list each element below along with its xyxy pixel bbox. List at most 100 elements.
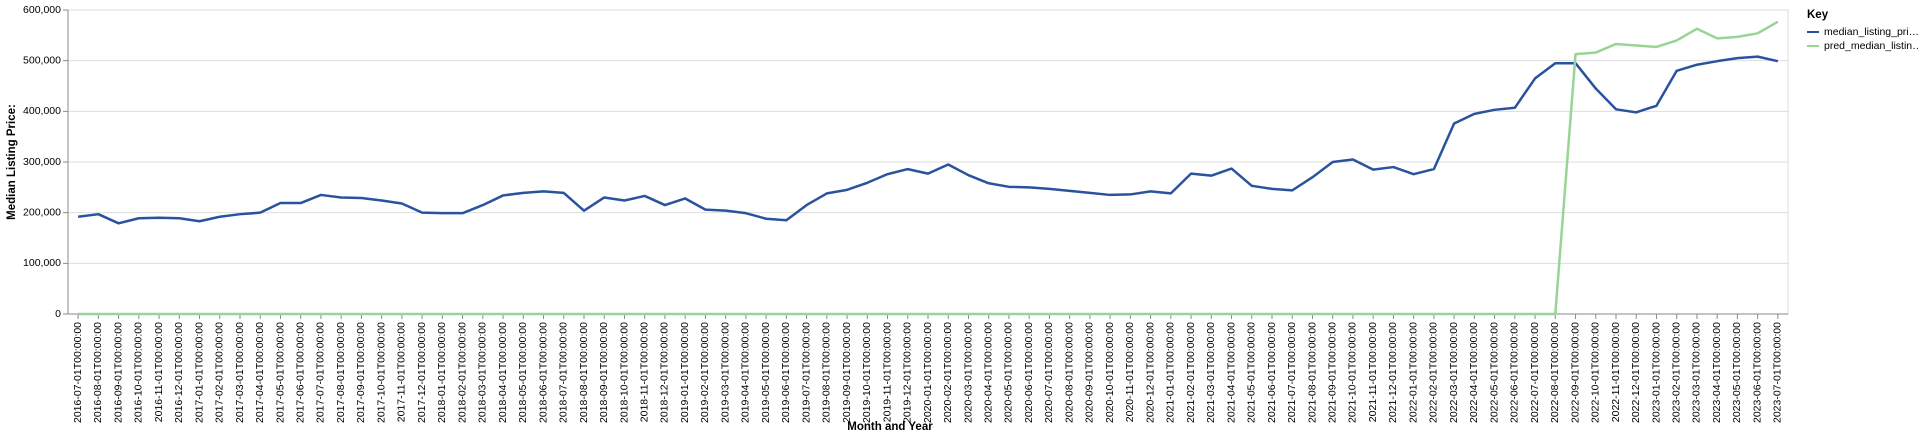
x-tick-label: 2019-04-01T00:00:00 xyxy=(740,322,752,423)
x-tick-label: 2020-04-01T00:00:00 xyxy=(982,322,994,423)
x-tick-label: 2022-01-01T00:00:00 xyxy=(1407,322,1419,423)
x-tick-label: 2017-09-01T00:00:00 xyxy=(355,322,367,423)
x-tick-label: 2021-07-01T00:00:00 xyxy=(1286,322,1298,423)
x-tick-label: 2016-07-01T00:00:00 xyxy=(72,322,84,423)
y-tick-label: 400,000 xyxy=(23,105,61,117)
x-tick-label: 2021-08-01T00:00:00 xyxy=(1306,322,1318,423)
x-tick-label: 2019-11-01T00:00:00 xyxy=(881,322,893,422)
x-tick-label: 2021-11-01T00:00:00 xyxy=(1367,322,1379,422)
x-tick-label: 2023-01-01T00:00:00 xyxy=(1650,322,1662,423)
x-tick-label: 2018-10-01T00:00:00 xyxy=(618,322,630,423)
x-tick-label: 2021-09-01T00:00:00 xyxy=(1326,322,1338,423)
x-tick-label: 2022-03-01T00:00:00 xyxy=(1448,322,1460,423)
x-tick-label: 2021-12-01T00:00:00 xyxy=(1387,322,1399,423)
x-tick-label: 2022-04-01T00:00:00 xyxy=(1468,322,1480,423)
x-tick-label: 2020-01-01T00:00:00 xyxy=(922,322,934,423)
x-tick-label: 2019-02-01T00:00:00 xyxy=(699,322,711,423)
x-tick-label: 2017-05-01T00:00:00 xyxy=(274,322,286,423)
x-tick-label: 2022-07-01T00:00:00 xyxy=(1529,322,1541,423)
series-line xyxy=(78,20,1779,316)
x-tick-label: 2018-08-01T00:00:00 xyxy=(578,322,590,423)
x-tick-label: 2018-06-01T00:00:00 xyxy=(537,322,549,423)
y-tick-label: 200,000 xyxy=(23,206,61,218)
x-tick-label: 2021-02-01T00:00:00 xyxy=(1185,322,1197,423)
x-tick-label: 2017-11-01T00:00:00 xyxy=(396,322,408,422)
x-tick-label: 2017-10-01T00:00:00 xyxy=(375,322,387,423)
x-tick-label: 2016-09-01T00:00:00 xyxy=(112,322,124,423)
x-tick-label: 2016-10-01T00:00:00 xyxy=(133,322,145,423)
x-tick-label: 2019-10-01T00:00:00 xyxy=(861,322,873,423)
series-line xyxy=(77,55,1779,225)
y-tick-label: 600,000 xyxy=(23,4,61,16)
x-tick-label: 2018-09-01T00:00:00 xyxy=(598,322,610,423)
x-tick-label: 2020-12-01T00:00:00 xyxy=(1144,322,1156,423)
x-tick-label: 2018-07-01T00:00:00 xyxy=(558,322,570,423)
x-tick-label: 2022-09-01T00:00:00 xyxy=(1569,322,1581,423)
x-tick-label: 2021-10-01T00:00:00 xyxy=(1347,322,1359,423)
x-tick-label: 2017-03-01T00:00:00 xyxy=(234,322,246,423)
x-axis-title: Month and Year xyxy=(847,421,933,433)
x-tick-label: 2019-01-01T00:00:00 xyxy=(679,322,691,423)
x-tick-label: 2021-03-01T00:00:00 xyxy=(1205,322,1217,423)
x-tick-label: 2017-04-01T00:00:00 xyxy=(254,322,266,423)
x-tick-label: 2017-12-01T00:00:00 xyxy=(416,322,428,423)
x-tick-label: 2020-09-01T00:00:00 xyxy=(1084,322,1096,423)
x-tick-label: 2018-02-01T00:00:00 xyxy=(456,322,468,423)
y-tick-label: 500,000 xyxy=(23,54,61,66)
x-tick-label: 2021-04-01T00:00:00 xyxy=(1225,322,1237,423)
x-tick-label: 2022-02-01T00:00:00 xyxy=(1428,322,1440,423)
x-tick-label: 2019-08-01T00:00:00 xyxy=(821,322,833,423)
x-tick-label: 2021-06-01T00:00:00 xyxy=(1266,322,1278,423)
x-tick-label: 2023-04-01T00:00:00 xyxy=(1711,322,1723,423)
x-tick-label: 2023-05-01T00:00:00 xyxy=(1731,322,1743,423)
x-tick-label: 2022-05-01T00:00:00 xyxy=(1488,322,1500,423)
x-tick-label: 2022-08-01T00:00:00 xyxy=(1549,322,1561,423)
x-tick-label: 2019-05-01T00:00:00 xyxy=(760,322,772,423)
x-tick-label: 2018-12-01T00:00:00 xyxy=(659,322,671,423)
x-tick-label: 2019-06-01T00:00:00 xyxy=(780,322,792,423)
y-tick-label: 0 xyxy=(55,308,61,320)
x-tick-label: 2022-06-01T00:00:00 xyxy=(1509,322,1521,423)
x-tick-label: 2020-02-01T00:00:00 xyxy=(942,322,954,423)
x-tick-label: 2019-09-01T00:00:00 xyxy=(841,322,853,423)
x-tick-label: 2021-01-01T00:00:00 xyxy=(1165,322,1177,423)
x-tick-label: 2018-03-01T00:00:00 xyxy=(477,322,489,423)
x-tick-label: 2020-07-01T00:00:00 xyxy=(1043,322,1055,423)
x-tick-label: 2017-07-01T00:00:00 xyxy=(315,322,327,423)
legend-label: median_listing_pri… xyxy=(1824,26,1919,38)
x-tick-label: 2018-04-01T00:00:00 xyxy=(497,322,509,423)
y-tick-label: 300,000 xyxy=(23,156,61,168)
x-tick-label: 2016-12-01T00:00:00 xyxy=(173,322,185,423)
x-tick-label: 2020-10-01T00:00:00 xyxy=(1104,322,1116,423)
x-tick-label: 2020-06-01T00:00:00 xyxy=(1023,322,1035,423)
x-tick-label: 2019-03-01T00:00:00 xyxy=(719,322,731,423)
legend-label: pred_median_listin… xyxy=(1824,40,1920,52)
x-tick-label: 2022-12-01T00:00:00 xyxy=(1630,322,1642,423)
x-tick-label: 2017-06-01T00:00:00 xyxy=(294,322,306,423)
x-tick-label: 2019-07-01T00:00:00 xyxy=(800,322,812,423)
x-tick-label: 2020-05-01T00:00:00 xyxy=(1003,322,1015,423)
x-tick-label: 2017-02-01T00:00:00 xyxy=(214,322,226,423)
x-tick-label: 2018-01-01T00:00:00 xyxy=(436,322,448,423)
x-tick-label: 2021-05-01T00:00:00 xyxy=(1246,322,1258,423)
x-tick-label: 2020-03-01T00:00:00 xyxy=(962,322,974,423)
x-tick-label: 2020-11-01T00:00:00 xyxy=(1124,322,1136,422)
x-tick-label: 2018-11-01T00:00:00 xyxy=(638,322,650,422)
x-tick-label: 2023-02-01T00:00:00 xyxy=(1670,322,1682,423)
x-tick-label: 2017-01-01T00:00:00 xyxy=(193,322,205,423)
x-tick-label: 2022-11-01T00:00:00 xyxy=(1610,322,1622,422)
x-tick-label: 2023-07-01T00:00:00 xyxy=(1772,322,1784,423)
y-axis-title: Median Listing Price: xyxy=(6,104,18,220)
x-tick-label: 2019-12-01T00:00:00 xyxy=(902,322,914,423)
x-tick-label: 2020-08-01T00:00:00 xyxy=(1063,322,1075,423)
x-tick-label: 2017-08-01T00:00:00 xyxy=(335,322,347,423)
x-tick-label: 2018-05-01T00:00:00 xyxy=(517,322,529,423)
y-tick-label: 100,000 xyxy=(23,257,61,269)
x-tick-label: 2022-10-01T00:00:00 xyxy=(1590,322,1602,423)
x-tick-label: 2023-03-01T00:00:00 xyxy=(1691,322,1703,423)
x-tick-label: 2016-08-01T00:00:00 xyxy=(92,322,104,423)
x-tick-label: 2016-11-01T00:00:00 xyxy=(153,322,165,422)
x-tick-label: 2023-06-01T00:00:00 xyxy=(1751,322,1763,423)
legend-title: Key xyxy=(1807,9,1829,21)
